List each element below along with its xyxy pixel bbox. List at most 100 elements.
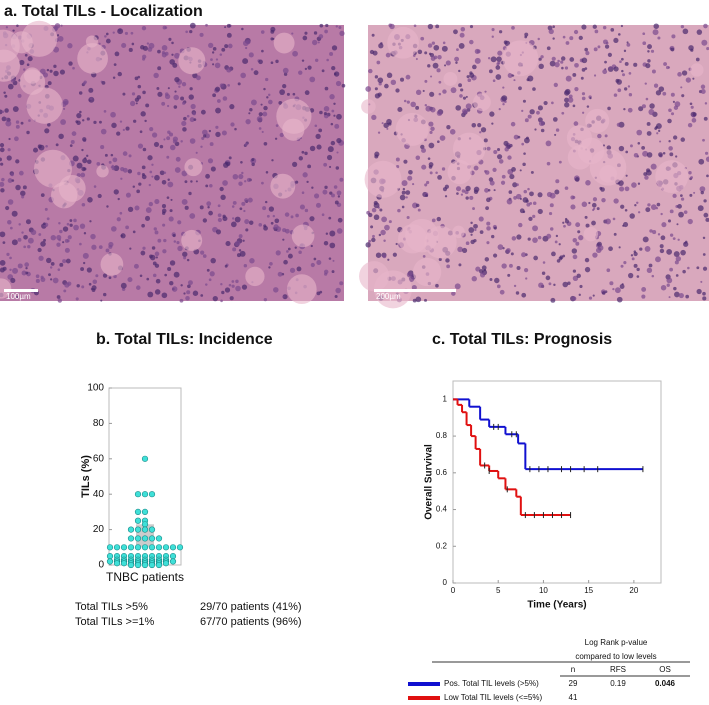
nucleus	[473, 165, 479, 171]
nucleus	[436, 68, 441, 73]
nucleus	[606, 145, 612, 150]
nucleus	[45, 144, 48, 148]
nucleus	[472, 207, 475, 210]
nucleus	[668, 296, 671, 299]
nucleus	[335, 287, 341, 294]
nucleus	[551, 101, 554, 105]
nucleus	[216, 99, 221, 103]
nucleus	[624, 61, 629, 66]
nucleus	[166, 155, 170, 159]
nucleus	[47, 122, 51, 127]
nucleus	[499, 30, 503, 34]
nucleus	[4, 94, 8, 98]
nucleus	[161, 292, 168, 299]
nucleus	[272, 214, 276, 218]
nucleus	[248, 52, 254, 58]
nucleus	[575, 222, 581, 228]
nucleus	[581, 201, 588, 208]
nucleus	[570, 204, 576, 210]
nucleus	[523, 152, 526, 155]
nucleus	[689, 102, 693, 106]
nucleus	[179, 298, 184, 303]
nucleus	[597, 245, 604, 251]
nucleus	[226, 67, 232, 73]
nucleus	[677, 204, 682, 209]
nucleus	[474, 48, 480, 54]
nucleus	[238, 174, 244, 180]
nucleus	[676, 223, 679, 226]
nucleus	[429, 171, 433, 175]
nucleus	[378, 43, 384, 49]
nucleus	[16, 295, 19, 299]
nucleus	[183, 292, 186, 295]
nucleus	[430, 107, 436, 113]
nucleus	[446, 124, 451, 130]
nucleus	[433, 44, 440, 51]
nucleus	[23, 245, 27, 249]
nucleus	[169, 209, 173, 213]
nucleus	[147, 291, 154, 298]
nucleus	[83, 232, 87, 235]
nucleus	[484, 169, 487, 173]
nucleus	[227, 83, 230, 87]
nucleus	[564, 97, 569, 103]
nucleus	[415, 89, 422, 96]
nucleus	[549, 203, 554, 208]
nucleus	[127, 206, 134, 213]
nucleus	[301, 59, 305, 62]
nucleus	[86, 159, 92, 165]
nucleus	[82, 137, 87, 142]
nucleus	[89, 97, 93, 101]
nucleus	[577, 230, 581, 234]
dot	[134, 508, 142, 516]
nucleus	[592, 197, 598, 202]
nucleus	[377, 131, 381, 134]
nucleus	[436, 110, 443, 116]
dot	[141, 526, 149, 533]
nucleus	[232, 201, 237, 205]
nucleus	[206, 201, 212, 207]
nucleus	[376, 60, 381, 65]
nucleus	[461, 189, 466, 193]
nucleus	[0, 181, 5, 187]
nucleus	[20, 121, 24, 125]
dot	[106, 544, 114, 551]
nucleus	[554, 62, 560, 68]
nucleus	[487, 189, 491, 192]
nucleus	[149, 170, 153, 174]
plot-frame	[452, 380, 662, 584]
nucleus	[117, 197, 120, 201]
nucleus	[630, 254, 634, 257]
nucleus	[336, 151, 339, 154]
nucleus	[674, 101, 681, 107]
nucleus	[172, 62, 178, 68]
nucleus	[538, 120, 545, 127]
nucleus	[459, 32, 465, 38]
nucleus	[18, 223, 21, 226]
nucleus	[564, 102, 570, 108]
nucleus	[234, 240, 241, 246]
nucleus	[40, 275, 44, 279]
nucleus	[262, 111, 268, 117]
nucleus	[562, 254, 566, 258]
nucleus	[245, 46, 248, 50]
nucleus	[669, 267, 673, 272]
nucleus	[473, 189, 479, 195]
nucleus	[309, 145, 316, 152]
nucleus	[581, 24, 587, 30]
dot	[113, 544, 121, 551]
nucleus	[470, 239, 475, 245]
nucleus	[636, 129, 643, 136]
dot	[134, 535, 142, 542]
nucleus	[110, 111, 116, 118]
nucleus	[234, 127, 237, 131]
nucleus	[258, 112, 263, 117]
nucleus	[128, 47, 133, 53]
nucleus	[543, 100, 548, 106]
nucleus	[104, 153, 108, 157]
nucleus	[108, 276, 112, 280]
nucleus	[208, 278, 212, 282]
stroma	[690, 63, 704, 77]
nucleus	[529, 201, 533, 205]
nucleus	[53, 64, 57, 68]
